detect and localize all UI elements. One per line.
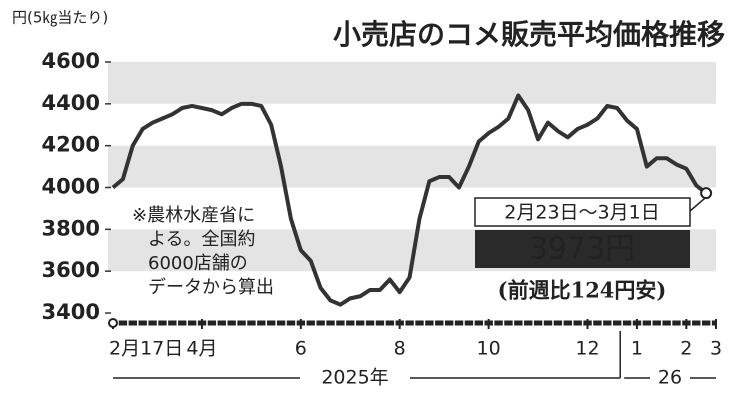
x-tick-label: 2 <box>680 338 692 360</box>
y-tick-label: 4000 <box>42 175 100 199</box>
x-tick-label: 12 <box>575 338 599 360</box>
year-label: 26 <box>658 367 682 389</box>
x-tick-label: 4月 <box>186 338 217 360</box>
note-line: 6000店舗の <box>148 253 248 274</box>
period-box <box>474 197 691 227</box>
y-tick-label: 3400 <box>42 300 100 324</box>
y-tick-label: 4200 <box>42 133 100 157</box>
price-label: 3973円 <box>529 232 635 267</box>
y-axis-label: 円(5㎏当たり) <box>12 9 108 27</box>
grid-band <box>108 145 716 188</box>
latest-marker <box>700 187 713 200</box>
chart-title: 小売店のコメ販売平均価格推移 <box>333 18 725 51</box>
grid-band <box>108 62 716 104</box>
y-tick-label: 4600 <box>42 49 100 73</box>
year-label: 2025年 <box>321 367 388 389</box>
x-tick-label: 3 <box>710 338 722 360</box>
x-tick-label: 1 <box>631 338 643 360</box>
leader <box>689 196 707 212</box>
x-tick-label: 2月17日 <box>109 338 183 360</box>
x-tick-label: 10 <box>477 338 501 360</box>
price-line <box>111 93 708 307</box>
start-marker <box>108 318 118 328</box>
note-line: データから算出 <box>148 277 274 298</box>
y-tick-label: 3600 <box>42 258 100 282</box>
note-line: よる。全国約 <box>148 229 255 250</box>
y-tick-label: 3800 <box>42 216 100 240</box>
price-box <box>475 230 690 268</box>
x-tick-label: 6 <box>295 338 307 360</box>
note-line: ※農林水産省に <box>132 205 255 226</box>
period-label: 2月23日～3月1日 <box>504 202 659 224</box>
y-tick-label: 4400 <box>42 91 100 115</box>
change-label: (前週比124円安) <box>498 278 667 303</box>
x-tick-label: 8 <box>394 338 406 360</box>
